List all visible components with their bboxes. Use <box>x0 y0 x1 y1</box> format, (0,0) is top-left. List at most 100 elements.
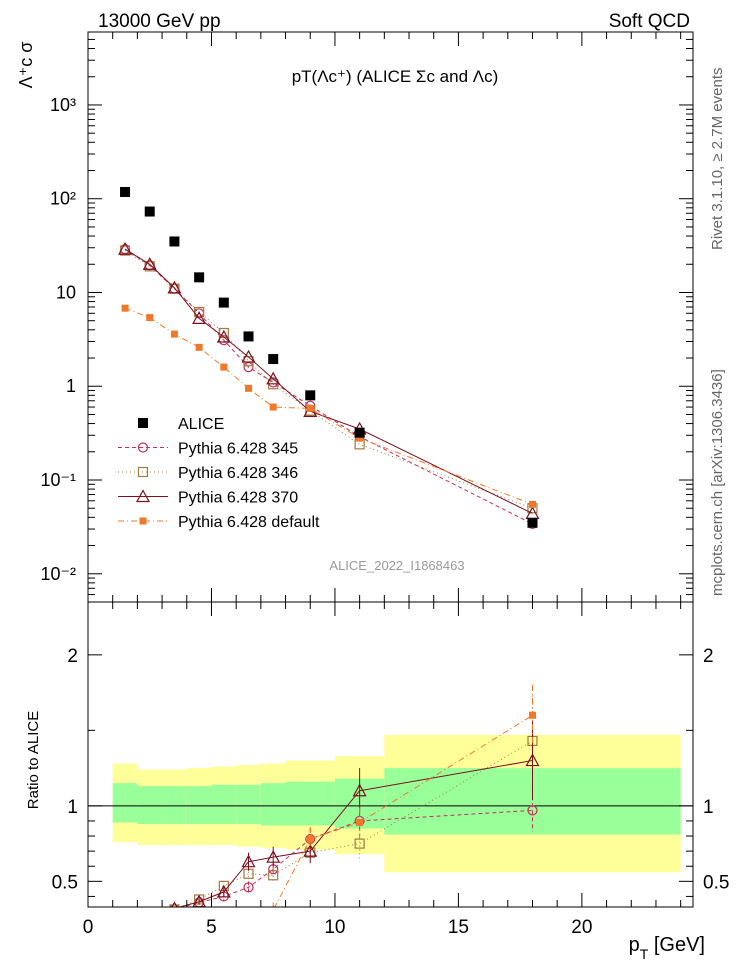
ratio-point <box>527 805 538 816</box>
data-point <box>268 354 279 365</box>
ratio-point <box>171 901 178 907</box>
source-label: mcplots.cern.ch [arXiv:1306.3436] <box>709 369 726 596</box>
legend-marker <box>138 418 148 428</box>
x-tick-label: 15 <box>448 917 469 938</box>
series-alice <box>120 186 538 528</box>
uncertainty-band-inner <box>137 786 163 824</box>
data-point <box>266 371 281 385</box>
ratio-point <box>268 870 279 881</box>
uncertainty-band-inner <box>285 781 335 826</box>
legend-label: Pythia 6.428 370 <box>178 490 298 507</box>
ratio-pythia-6-428-default <box>122 685 536 952</box>
ratio-point <box>245 911 252 918</box>
legend-item: ALICE <box>138 416 224 433</box>
data-point <box>218 297 229 308</box>
data-point <box>305 390 316 401</box>
data-point <box>120 186 131 197</box>
ratio-ticks: 0 5 10 15 20 0.5 0.5 1 1 2 2 <box>52 602 729 938</box>
rivet-version-label: Rivet 3.1.10, ≥ 2.7M events <box>709 68 726 251</box>
ratio-point <box>144 909 156 920</box>
x-tick-label: 5 <box>206 917 217 938</box>
x-axis-label-base: p <box>629 934 640 956</box>
ratio-line <box>274 714 533 907</box>
legend-marker <box>137 466 149 478</box>
legend-item: Pythia 6.428 346 <box>118 465 298 482</box>
series-line <box>124 248 533 525</box>
x-axis-label-unit: [GeV] <box>648 934 705 956</box>
data-point <box>144 206 155 217</box>
y-tick-label-left: 1 <box>67 797 78 818</box>
y-tick-label-right: 2 <box>703 646 714 667</box>
ratio-y-axis-label: Ratio to ALICE <box>25 711 42 809</box>
data-point <box>146 314 154 322</box>
ratio-point <box>243 882 254 893</box>
data-point <box>170 330 178 338</box>
x-tick-label: 10 <box>324 917 345 938</box>
ratio-point <box>354 838 365 849</box>
ratio-line <box>181 809 533 907</box>
data-point <box>194 306 205 318</box>
ratio-point <box>146 942 153 949</box>
legend-item: Pythia 6.428 default <box>118 514 320 531</box>
data-point <box>216 329 231 343</box>
data-point <box>121 304 129 312</box>
uncertainty-band-inner <box>162 786 187 824</box>
ratio-point <box>171 938 178 945</box>
ratio-point <box>121 917 130 926</box>
data-point <box>241 349 256 363</box>
ratio-point <box>220 922 227 929</box>
data-point <box>243 331 254 342</box>
ratio-point <box>306 835 314 843</box>
x-tick-label: 20 <box>571 917 592 938</box>
ratio-plot-frame <box>87 601 694 908</box>
ratio-line <box>178 760 533 907</box>
data-point <box>306 404 314 412</box>
ratio-point <box>269 906 277 907</box>
legend-label: Pythia 6.428 default <box>178 514 320 531</box>
ratio-point <box>241 854 256 868</box>
ratio-point <box>528 711 536 719</box>
data-point <box>118 241 133 255</box>
data-point <box>527 517 538 528</box>
y-tick-label: 10⁻¹ <box>40 470 76 490</box>
ratio-point <box>196 926 203 933</box>
series-line <box>124 248 533 514</box>
uncertainty-band-inner <box>260 783 286 826</box>
uncertainty-band-inner <box>186 786 212 824</box>
ratio-point <box>169 904 179 907</box>
y-tick-label: 10² <box>50 189 76 209</box>
y-tick-label: 10⁻² <box>40 564 76 584</box>
data-point <box>528 500 536 508</box>
ratio-point <box>356 818 364 826</box>
ratio-point <box>216 884 231 898</box>
ratio-point <box>169 904 180 907</box>
data-point <box>192 311 207 324</box>
category-label: Soft QCD <box>609 11 690 32</box>
legend-label: Pythia 6.428 346 <box>178 465 298 482</box>
ratio-point <box>122 945 129 952</box>
data-point <box>194 272 205 283</box>
main-ticks: 10⁻² 10⁻¹ 1 10 10² 10³ <box>40 31 693 603</box>
series-line <box>124 307 533 505</box>
ratio-point <box>145 913 154 922</box>
ratio-point <box>145 912 154 921</box>
uncertainty-band-inner <box>211 784 237 824</box>
legend: ALICE Pythia 6.428 345 Pythia 6.428 346 Pyt… <box>118 416 320 531</box>
data-point <box>269 403 277 411</box>
y-tick-label-left: 0.5 <box>52 872 78 893</box>
data-point <box>245 384 253 392</box>
data-point <box>142 257 157 270</box>
legend-label: ALICE <box>178 416 224 433</box>
chart-title: pT(Λc⁺) (ALICE Σc and Λc) <box>292 67 499 86</box>
uncertainty-band-inner <box>112 783 138 823</box>
x-axis-label-sub: T <box>640 946 649 962</box>
data-point <box>169 236 180 247</box>
legend-marker <box>139 517 147 525</box>
ratio-plot: 0 5 10 15 20 0.5 0.5 1 1 2 2 Ratio to ALICE pT [Ge… <box>25 601 729 962</box>
main-y-axis-label: Λ⁺c σ <box>16 42 36 89</box>
x-tick-label: 0 <box>83 917 94 938</box>
ratio-bands <box>88 734 693 873</box>
y-tick-label: 1 <box>66 376 76 396</box>
legend-label: Pythia 6.428 345 <box>178 441 298 458</box>
beam-label: 13000 GeV pp <box>98 11 221 32</box>
